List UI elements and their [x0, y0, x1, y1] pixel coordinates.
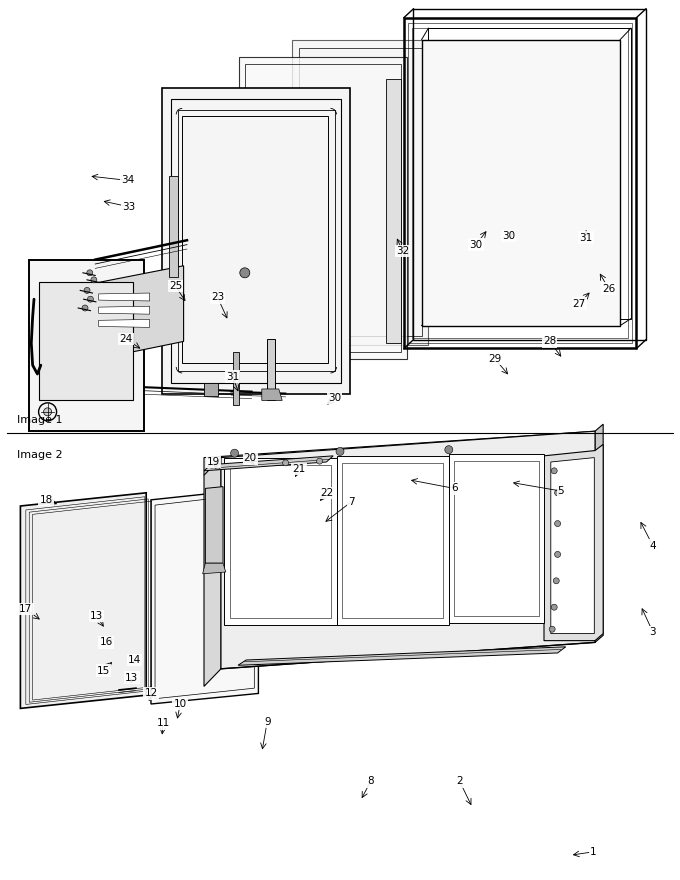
Circle shape	[555, 490, 560, 495]
Text: 33: 33	[122, 202, 136, 212]
Text: 30: 30	[328, 392, 341, 403]
Text: 27: 27	[573, 298, 586, 309]
Text: 1: 1	[590, 847, 596, 857]
Polygon shape	[292, 40, 428, 345]
Polygon shape	[238, 647, 566, 665]
Text: Image 2: Image 2	[17, 450, 63, 460]
Text: 13: 13	[90, 611, 103, 621]
Text: 11: 11	[156, 718, 170, 729]
Polygon shape	[204, 458, 221, 686]
Polygon shape	[80, 266, 184, 363]
Circle shape	[44, 407, 52, 416]
Text: 28: 28	[543, 336, 556, 347]
Polygon shape	[422, 40, 620, 326]
Text: 13: 13	[125, 672, 139, 683]
Polygon shape	[20, 493, 146, 708]
Circle shape	[551, 468, 557, 473]
Polygon shape	[29, 260, 144, 431]
Circle shape	[84, 288, 90, 293]
Circle shape	[87, 270, 92, 275]
Text: 29: 29	[488, 354, 502, 364]
Text: 30: 30	[502, 231, 515, 241]
Text: 34: 34	[121, 175, 135, 186]
Text: 2: 2	[456, 776, 463, 787]
Polygon shape	[99, 293, 150, 301]
Polygon shape	[595, 424, 603, 642]
Polygon shape	[39, 282, 133, 400]
Text: 30: 30	[469, 239, 483, 250]
Polygon shape	[262, 389, 282, 400]
Polygon shape	[99, 319, 150, 327]
Polygon shape	[337, 456, 449, 625]
Text: 16: 16	[99, 637, 113, 648]
Text: 5: 5	[558, 486, 564, 496]
Text: 12: 12	[144, 688, 158, 699]
Polygon shape	[386, 79, 401, 343]
Polygon shape	[221, 431, 595, 669]
Polygon shape	[204, 456, 333, 471]
Text: 4: 4	[649, 540, 656, 551]
Text: 10: 10	[173, 699, 187, 709]
Text: 32: 32	[396, 246, 409, 256]
Circle shape	[283, 460, 288, 466]
Polygon shape	[204, 431, 595, 475]
Text: 15: 15	[97, 665, 110, 676]
Text: 18: 18	[39, 495, 53, 505]
Polygon shape	[239, 57, 407, 359]
Text: 14: 14	[128, 655, 141, 665]
Circle shape	[549, 627, 555, 632]
Text: 19: 19	[207, 457, 220, 467]
Circle shape	[88, 297, 93, 302]
Polygon shape	[162, 88, 350, 394]
Circle shape	[231, 449, 239, 458]
Circle shape	[82, 305, 88, 311]
Text: 26: 26	[602, 283, 615, 294]
Circle shape	[240, 268, 250, 278]
Circle shape	[551, 605, 557, 610]
Text: 21: 21	[292, 464, 306, 474]
Text: 23: 23	[211, 292, 224, 303]
Text: 3: 3	[649, 627, 656, 637]
Text: 22: 22	[320, 488, 333, 498]
Polygon shape	[204, 383, 218, 396]
Polygon shape	[233, 352, 239, 405]
Polygon shape	[203, 563, 226, 574]
Text: 20: 20	[243, 453, 257, 464]
Polygon shape	[449, 454, 544, 623]
Circle shape	[91, 277, 97, 282]
Polygon shape	[169, 176, 178, 277]
Polygon shape	[544, 444, 603, 641]
Circle shape	[555, 552, 560, 557]
Polygon shape	[151, 488, 258, 704]
Polygon shape	[267, 339, 275, 400]
Circle shape	[555, 521, 560, 526]
Polygon shape	[224, 458, 337, 625]
Text: 7: 7	[348, 496, 355, 507]
Polygon shape	[205, 487, 223, 563]
Circle shape	[215, 464, 220, 469]
Text: 9: 9	[264, 716, 271, 727]
Text: 17: 17	[19, 604, 33, 614]
Text: 24: 24	[119, 334, 133, 344]
Circle shape	[336, 447, 344, 456]
Text: 31: 31	[579, 232, 593, 243]
Circle shape	[554, 578, 559, 583]
Circle shape	[317, 458, 322, 464]
Text: 31: 31	[226, 371, 239, 382]
Text: 6: 6	[451, 483, 458, 494]
Text: 8: 8	[367, 776, 374, 787]
Text: Image 1: Image 1	[17, 414, 63, 425]
Circle shape	[445, 445, 453, 454]
Polygon shape	[99, 306, 150, 314]
Polygon shape	[551, 458, 594, 634]
Text: 25: 25	[169, 281, 182, 291]
